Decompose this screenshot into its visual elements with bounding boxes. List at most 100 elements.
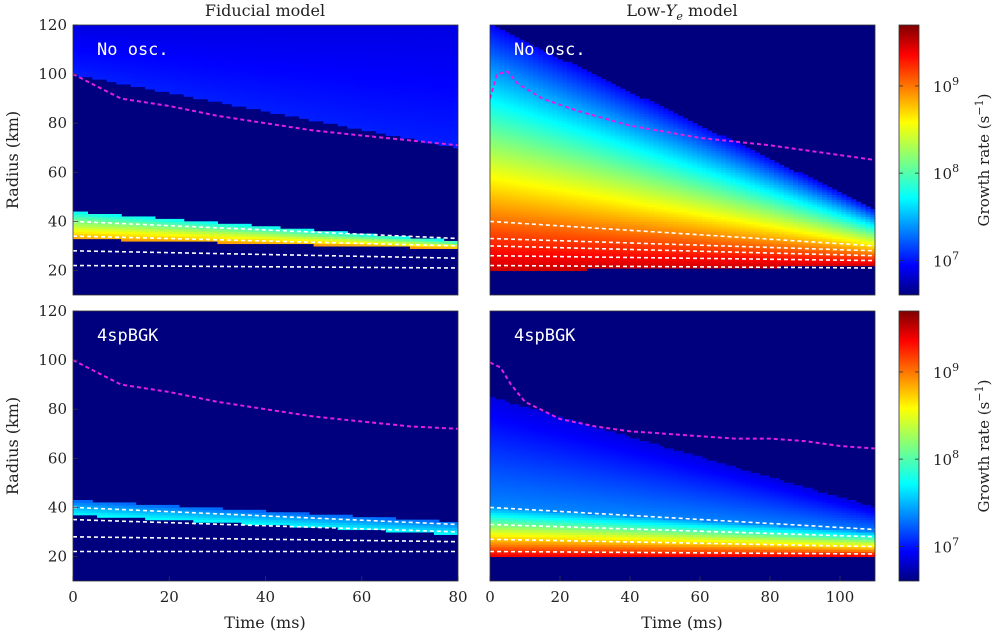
- heatmap-cell: [347, 81, 353, 85]
- heatmap-cell: [499, 260, 506, 264]
- heatmap-cell: [318, 29, 324, 33]
- heatmap-cell: [419, 37, 425, 41]
- heatmap-cell: [116, 223, 122, 227]
- heatmap-cell: [308, 93, 315, 97]
- heatmap-cell: [284, 231, 291, 235]
- heatmap-cell: [337, 54, 344, 58]
- heatmap-cell: [547, 155, 554, 159]
- heatmap-cell: [504, 226, 510, 230]
- heatmap-cell: [299, 49, 305, 53]
- heatmap-cell: [547, 113, 554, 117]
- heatmap-cell: [193, 64, 199, 68]
- heatmap-cell: [424, 42, 430, 46]
- heatmap-cell: [518, 231, 525, 235]
- heatmap-cell: [494, 260, 501, 264]
- heatmap-cell: [552, 142, 558, 146]
- heatmap-cell: [414, 74, 421, 78]
- heatmap-cell: [453, 86, 458, 90]
- heatmap-cell: [318, 106, 324, 110]
- heatmap-cell: [385, 91, 392, 95]
- heatmap-cell: [183, 34, 190, 38]
- heatmap-cell: [73, 56, 79, 60]
- heatmap-cell: [567, 238, 573, 242]
- heatmap-cell: [376, 39, 382, 43]
- heatmap-cell: [514, 209, 520, 213]
- heatmap-cell: [538, 83, 544, 87]
- heatmap-cell: [308, 110, 315, 114]
- heatmap-cell: [188, 228, 194, 232]
- heatmap-cell: [342, 96, 348, 100]
- heatmap-cell: [328, 101, 334, 105]
- heatmap-cell: [528, 125, 534, 129]
- heatmap-cell: [77, 64, 84, 68]
- heatmap-cell: [424, 61, 430, 65]
- heatmap-cell: [504, 204, 510, 208]
- heatmap-cell: [202, 93, 209, 97]
- heatmap-cell: [429, 69, 435, 73]
- heatmap-cell: [289, 241, 295, 245]
- heatmap-cell: [571, 250, 578, 254]
- heatmap-cell: [313, 61, 320, 65]
- heatmap-cell: [356, 37, 363, 41]
- heatmap-cell: [547, 260, 554, 264]
- heatmap-cell: [265, 34, 271, 38]
- heatmap-cell: [571, 206, 578, 210]
- heatmap-cell: [154, 25, 161, 29]
- heatmap-cell: [308, 108, 315, 112]
- heatmap-cell: [562, 162, 568, 166]
- heatmap-cell: [499, 49, 506, 53]
- heatmap-cell: [260, 233, 267, 237]
- heatmap-cell: [533, 241, 539, 245]
- heatmap-cell: [453, 74, 458, 78]
- heatmap-cell: [528, 98, 534, 102]
- heatmap-cell: [304, 93, 310, 97]
- heatmap-cell: [352, 125, 358, 129]
- heatmap-cell: [130, 47, 137, 51]
- heatmap-cell: [82, 25, 89, 29]
- heatmap-cell: [494, 258, 501, 262]
- heatmap-cell: [265, 54, 271, 58]
- heatmap-cell: [371, 27, 377, 31]
- heatmap-cell: [533, 108, 539, 112]
- heatmap-cell: [356, 233, 363, 237]
- heatmap-cell: [352, 56, 358, 60]
- heatmap-cell: [323, 118, 329, 122]
- heatmap-cell: [395, 120, 401, 124]
- heatmap-cell: [523, 214, 530, 218]
- heatmap-cell: [188, 49, 194, 53]
- heatmap-cell: [97, 69, 103, 73]
- heatmap-cell: [275, 233, 281, 237]
- heatmap-cell: [538, 93, 544, 97]
- heatmap-cell: [376, 66, 382, 70]
- heatmap-cell: [332, 98, 339, 102]
- heatmap-cell: [236, 54, 243, 58]
- heatmap-cell: [424, 29, 430, 33]
- heatmap-cell: [92, 49, 98, 53]
- heatmap-cell: [409, 113, 416, 117]
- heatmap-cell: [246, 39, 252, 43]
- heatmap-cell: [366, 79, 372, 83]
- heatmap-cell: [183, 88, 190, 92]
- heatmap-cell: [567, 164, 573, 168]
- heatmap-cell: [443, 66, 449, 70]
- plot-frame: [72, 24, 459, 296]
- heatmap-cell: [150, 37, 156, 41]
- heatmap-cell: [567, 88, 573, 92]
- heatmap-cell: [571, 209, 578, 213]
- heatmap-cell: [443, 98, 449, 102]
- heatmap-cell: [313, 64, 320, 68]
- heatmap-cell: [448, 137, 454, 141]
- heatmap-cell: [499, 61, 506, 65]
- heatmap-cell: [490, 179, 496, 183]
- heatmap-cell: [318, 110, 324, 114]
- heatmap-cell: [207, 226, 214, 230]
- heatmap-cell: [414, 81, 421, 85]
- heatmap-cell: [405, 93, 411, 97]
- heatmap-cell: [150, 49, 156, 53]
- heatmap-cell: [547, 115, 554, 119]
- heatmap-cell: [528, 115, 534, 119]
- heatmap-cell: [557, 135, 563, 139]
- heatmap-cell: [443, 128, 449, 132]
- heatmap-cell: [275, 71, 281, 75]
- heatmap-cell: [453, 96, 458, 100]
